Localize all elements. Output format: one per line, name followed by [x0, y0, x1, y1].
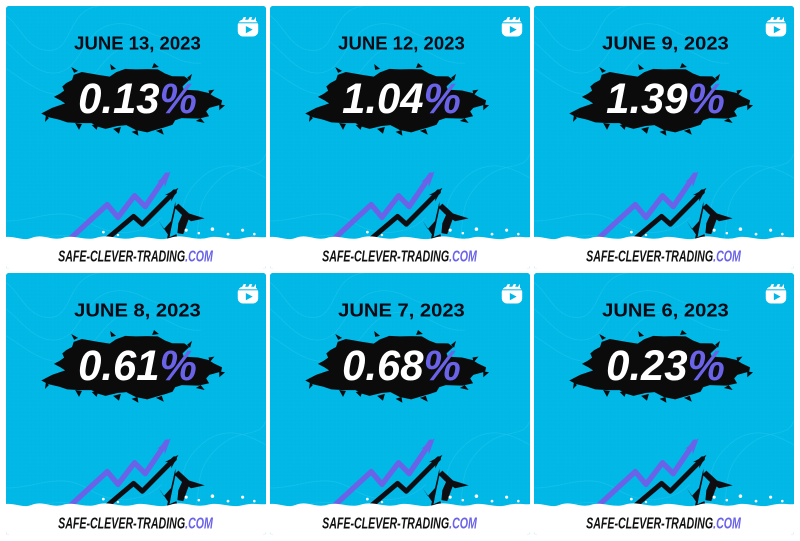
- svg-text:0.68%: 0.68%: [342, 341, 461, 388]
- svg-text:SAFE-CLEVER-TRADING.COM: SAFE-CLEVER-TRADING.COM: [58, 249, 213, 266]
- svg-text:JUNE 8, 2023: JUNE 8, 2023: [74, 299, 201, 320]
- svg-text:0.23%: 0.23%: [606, 341, 725, 388]
- svg-text:JUNE 13, 2023: JUNE 13, 2023: [74, 32, 201, 53]
- svg-text:SAFE-CLEVER-TRADING.COM: SAFE-CLEVER-TRADING.COM: [586, 515, 741, 532]
- svg-text:1.39%: 1.39%: [606, 75, 725, 122]
- svg-text:SAFE-CLEVER-TRADING.COM: SAFE-CLEVER-TRADING.COM: [322, 249, 477, 266]
- svg-text:JUNE 12, 2023: JUNE 12, 2023: [338, 32, 465, 53]
- svg-text:JUNE 9, 2023: JUNE 9, 2023: [602, 32, 729, 53]
- svg-text:SAFE-CLEVER-TRADING.COM: SAFE-CLEVER-TRADING.COM: [586, 249, 741, 266]
- svg-text:JUNE 7, 2023: JUNE 7, 2023: [338, 299, 465, 320]
- svg-text:JUNE 6, 2023: JUNE 6, 2023: [602, 299, 729, 320]
- svg-text:1.04%: 1.04%: [342, 75, 461, 122]
- svg-text:0.13%: 0.13%: [78, 75, 197, 122]
- svg-text:SAFE-CLEVER-TRADING.COM: SAFE-CLEVER-TRADING.COM: [58, 515, 213, 532]
- svg-text:0.61%: 0.61%: [78, 341, 197, 388]
- svg-text:SAFE-CLEVER-TRADING.COM: SAFE-CLEVER-TRADING.COM: [322, 515, 477, 532]
